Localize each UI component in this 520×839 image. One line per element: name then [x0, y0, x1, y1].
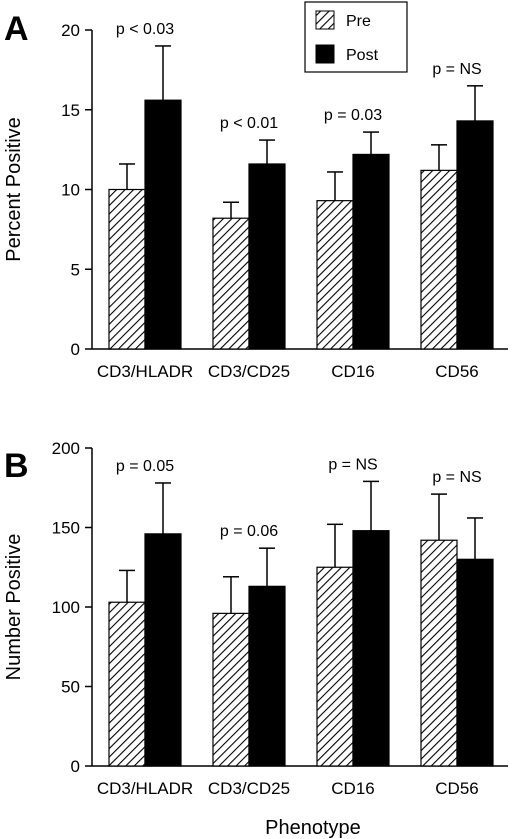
legend: Pre Post	[304, 1, 408, 73]
y-tick-label: 15	[61, 101, 80, 120]
panel-b: 0 50 100 150 200 Number Positive CD3/HLADR p = …	[3, 439, 508, 798]
bar-pre	[420, 539, 458, 767]
p-value-annotation: p = NS	[432, 469, 481, 486]
p-value-annotation: p = NS	[432, 61, 481, 78]
x-tick-label: CD56	[435, 362, 478, 381]
legend-label-pre: Pre	[346, 13, 371, 30]
bar-pre	[108, 601, 146, 767]
y-tick-label: 150	[52, 519, 80, 538]
y-tick-label: 10	[61, 181, 80, 200]
bar-post	[248, 163, 286, 350]
bar-pre	[316, 200, 354, 350]
y-axis-title: Number Positive	[3, 534, 25, 681]
p-value-annotation: p = 0.06	[220, 523, 278, 540]
panel-letter-b: B	[4, 447, 29, 485]
bar-post	[456, 120, 494, 350]
p-value-annotation: p < 0.01	[220, 115, 278, 132]
p-value-annotation: p = 0.05	[116, 458, 174, 475]
bar-pre	[420, 169, 458, 350]
y-tick-label: 200	[52, 439, 80, 458]
y-tick-label: 100	[52, 598, 80, 617]
bar-post	[144, 99, 182, 350]
x-tick-label: CD3/CD25	[208, 362, 290, 381]
y-axis-title: Percent Positive	[3, 117, 25, 262]
x-tick-label: CD3/CD25	[208, 779, 290, 798]
bar-pre	[212, 612, 250, 767]
x-tick-label: CD16	[331, 779, 374, 798]
y-tick-label: 50	[61, 678, 80, 697]
y-tick-label: 0	[71, 757, 80, 776]
p-value-annotation: p = NS	[328, 456, 377, 473]
legend-label-post: Post	[346, 47, 379, 64]
bar-post	[352, 530, 390, 767]
panel-letter-a: A	[4, 10, 29, 48]
y-tick-label: 5	[71, 260, 80, 279]
bar-post	[456, 558, 494, 767]
panel-a: 0 5 10 15 20 Percent Positive CD3/HLADR p < 0.0…	[3, 21, 508, 381]
p-value-annotation: p = 0.03	[324, 107, 382, 124]
p-value-annotation: p < 0.03	[116, 21, 174, 38]
x-tick-label: CD56	[435, 779, 478, 798]
bar-pre	[316, 566, 354, 767]
bar-post	[352, 153, 390, 350]
y-tick-label: 20	[61, 21, 80, 40]
legend-swatch-post	[315, 44, 335, 64]
y-tick-label: 0	[71, 340, 80, 359]
x-tick-label: CD3/HLADR	[97, 362, 193, 381]
bar-pre	[212, 217, 250, 350]
x-axis-title: Phenotype	[265, 817, 361, 839]
x-tick-label: CD3/HLADR	[97, 779, 193, 798]
bar-pre	[108, 188, 146, 350]
bar-post	[144, 533, 182, 767]
legend-swatch-pre	[315, 10, 335, 30]
x-tick-label: CD16	[331, 362, 374, 381]
bar-post	[248, 585, 286, 767]
